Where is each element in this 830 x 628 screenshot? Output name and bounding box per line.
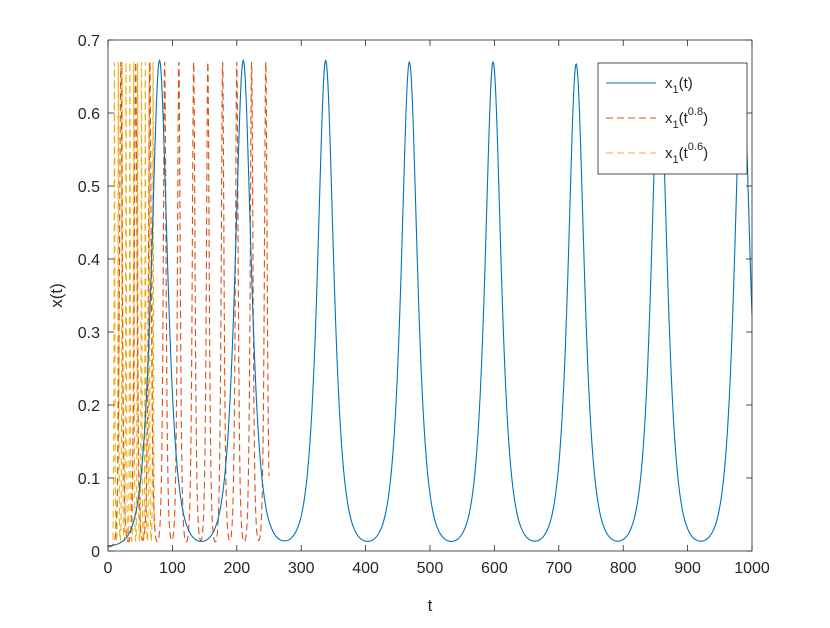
x-tick-label: 800	[610, 560, 637, 577]
x-tick-label: 200	[223, 560, 250, 577]
y-tick-label: 0.7	[78, 33, 100, 50]
legend-label-2: x1(t0.8)	[665, 106, 708, 131]
legend: x1(t) x1(t0.8) x1(t0.6)	[597, 62, 748, 175]
y-tick-label: 0.1	[78, 471, 100, 488]
x-tick-label: 0	[104, 560, 113, 577]
y-tick-label: 0.3	[78, 325, 100, 342]
series-line-1	[108, 59, 752, 547]
x-tick-label: 300	[288, 560, 315, 577]
y-tick-label: 0.2	[78, 398, 100, 415]
y-tick-label: 0	[91, 544, 100, 561]
y-tick-label: 0.6	[78, 106, 100, 123]
x-tick-label: 700	[545, 560, 572, 577]
series-layer	[108, 59, 752, 548]
ticks-layer: 0 100 200 300 400 500 600 700 800 900 1000 0 0.1 0.2 0…	[78, 33, 770, 577]
x-tick-label: 600	[481, 560, 508, 577]
x-tick-label: 500	[417, 560, 444, 577]
x-tick-label: 1000	[734, 560, 770, 577]
x-axis-label: t	[428, 596, 433, 615]
x-tick-label: 100	[159, 560, 186, 577]
legend-label-1: x1(t)	[665, 75, 693, 96]
y-tick-label: 0.4	[78, 252, 100, 269]
series-line-2	[108, 61, 270, 548]
y-axis-label: x(t)	[47, 283, 66, 308]
x-tick-label: 900	[674, 560, 701, 577]
x-tick-label: 400	[352, 560, 379, 577]
legend-label-3: x1(t0.6)	[665, 141, 708, 166]
y-tick-label: 0.5	[78, 179, 100, 196]
